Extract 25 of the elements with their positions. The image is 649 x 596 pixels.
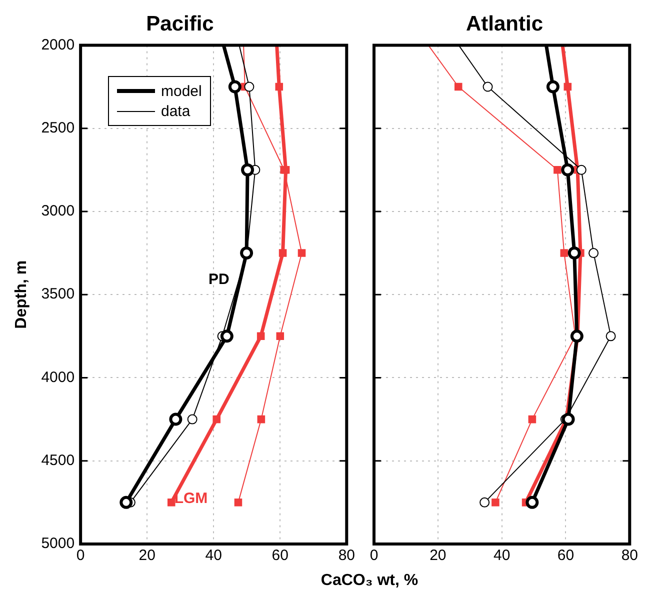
y-tick-label: 4000 <box>41 368 75 386</box>
x-tick-label: 20 <box>138 547 156 564</box>
x-tick-label: 0 <box>370 547 378 564</box>
x-tick-label: 40 <box>493 547 510 564</box>
y-tick-label: 4500 <box>41 452 75 470</box>
x-tick-label: 80 <box>338 547 355 564</box>
legend-label: model <box>161 82 202 100</box>
x-tick-label: 60 <box>557 547 574 564</box>
y-tick-label: 2000 <box>41 36 75 54</box>
x-tick-label: 80 <box>621 547 638 564</box>
chart-title: Pacific <box>146 12 214 36</box>
x-tick-label: 20 <box>430 547 446 564</box>
y-axis-title: Depth, m <box>13 260 30 329</box>
y-tick-label: 5000 <box>41 535 75 552</box>
y-tick-label: 3500 <box>41 286 75 303</box>
chart-title: Atlantic <box>466 12 544 36</box>
x-tick-label: 0 <box>76 547 85 564</box>
y-tick-label: 2500 <box>41 119 75 136</box>
legend-label: data <box>161 102 190 120</box>
x-tick-label: 60 <box>272 547 288 564</box>
annotation: PD <box>208 270 230 288</box>
x-tick-label: 40 <box>205 547 222 564</box>
x-axis-title: CaCO₃ wt, % <box>320 572 420 590</box>
y-tick-label: 3000 <box>41 202 75 220</box>
annotation: LGM <box>174 490 208 508</box>
